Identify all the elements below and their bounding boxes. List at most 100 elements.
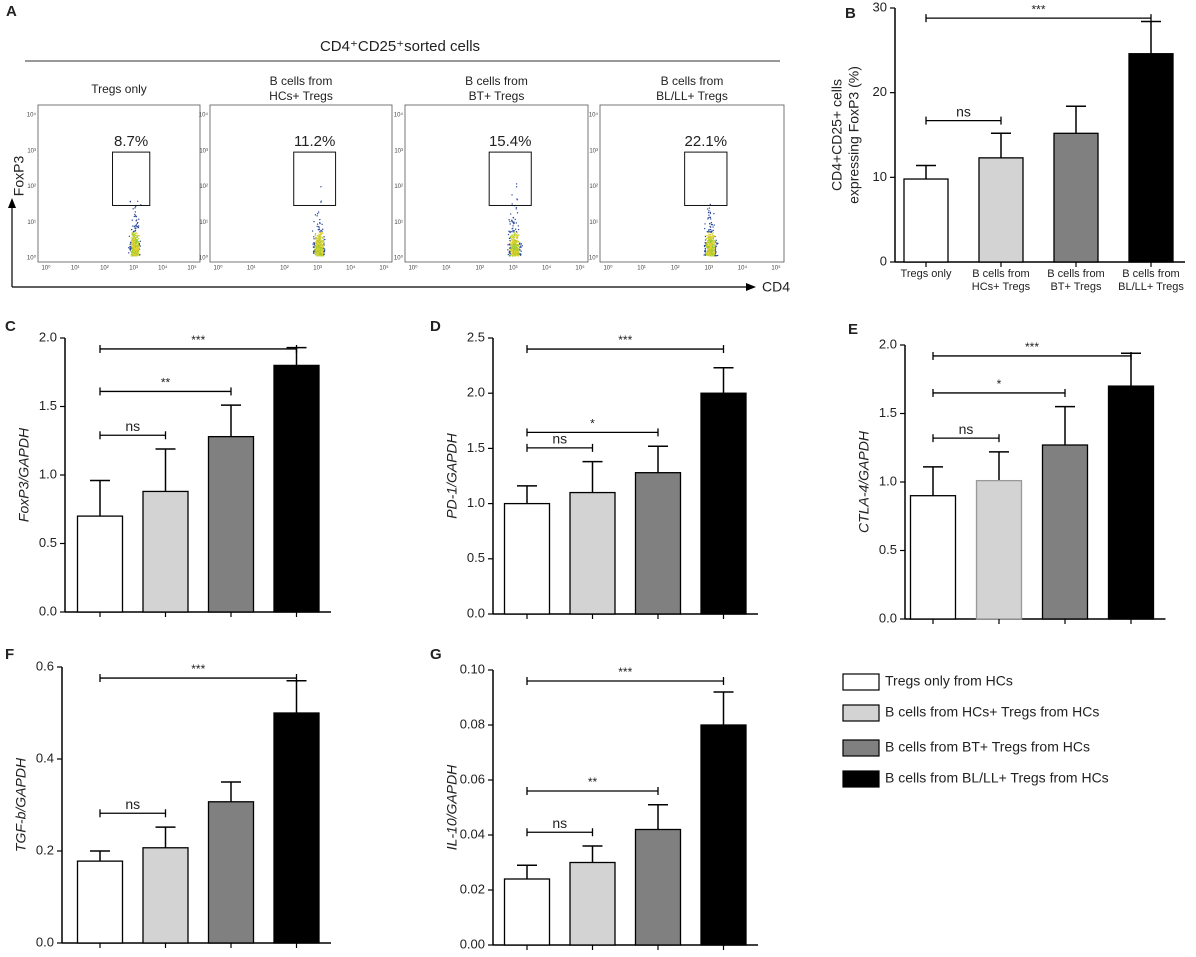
- event-dot: [509, 237, 511, 240]
- event-dot: [705, 234, 707, 237]
- bar: [273, 712, 320, 944]
- event-dot: [509, 239, 511, 242]
- event-dot: [131, 219, 134, 221]
- event-dot: [128, 252, 130, 254]
- x-tick-label: 10⁰: [213, 265, 223, 272]
- event-dot: [711, 241, 713, 243]
- event-dot: [133, 252, 135, 254]
- y-arrow-head: [8, 198, 16, 208]
- x-tick-label: 10²: [671, 266, 680, 272]
- event-dot: [518, 252, 520, 255]
- event-dot: [704, 250, 706, 252]
- event-dot: [508, 251, 511, 254]
- event-dot: [515, 241, 518, 243]
- event-dot: [131, 242, 133, 244]
- event-dot: [135, 242, 138, 245]
- event-dot: [709, 226, 712, 228]
- y-tick-label: 10⁴: [589, 112, 599, 119]
- significance: ns: [552, 431, 567, 447]
- gate: [488, 151, 532, 206]
- event-dot: [711, 240, 713, 242]
- significance: ***: [618, 333, 632, 347]
- y-tick-label: 10⁰: [589, 255, 599, 262]
- bar: [634, 472, 682, 615]
- event-dot: [510, 247, 512, 249]
- event-dot: [316, 253, 318, 255]
- bar: [909, 495, 957, 620]
- event-dot: [317, 238, 320, 241]
- event-dot: [137, 253, 139, 255]
- legend-label: B cells from HCs+ Tregs from HCs: [885, 704, 1099, 720]
- panel-letter: E: [848, 321, 858, 338]
- event-dot: [130, 250, 132, 253]
- event-dot: [713, 248, 715, 250]
- event-dot: [713, 251, 715, 253]
- event-dot: [712, 234, 714, 237]
- event-dot: [135, 249, 137, 252]
- event-dot: [131, 251, 133, 253]
- bar: [76, 860, 124, 944]
- event-dot: [703, 244, 706, 247]
- event-dot: [312, 243, 314, 245]
- event-dot: [711, 249, 713, 251]
- event-dot: [715, 239, 717, 241]
- event-dot: [508, 250, 511, 252]
- event-dot: [710, 221, 713, 224]
- event-dot: [714, 241, 717, 243]
- event-dot: [137, 200, 139, 202]
- bar: [1128, 53, 1174, 263]
- panel-letter: D: [430, 318, 441, 335]
- y-tick-label: 0.0: [39, 603, 57, 618]
- x-tick-label: B cells from: [972, 268, 1029, 280]
- event-dot: [323, 253, 325, 255]
- event-dot: [507, 233, 510, 236]
- event-dot: [710, 235, 712, 237]
- panel-letter: C: [5, 318, 16, 335]
- event-dot: [704, 223, 706, 225]
- y-axis-label: expressing FoxP3 (%): [846, 66, 862, 204]
- event-dot: [510, 213, 512, 215]
- flow-y-label: FoxP3: [11, 156, 27, 197]
- event-dot: [708, 251, 710, 254]
- event-dot: [135, 255, 137, 257]
- y-tick-label: 10³: [27, 148, 36, 154]
- event-dot: [319, 245, 321, 248]
- event-dot: [322, 245, 324, 247]
- x-tick-label: B cells from: [1122, 268, 1179, 280]
- event-dot: [511, 242, 513, 245]
- event-dot: [132, 230, 135, 233]
- event-dot: [517, 254, 519, 257]
- event-dot: [514, 233, 516, 235]
- event-dot: [704, 247, 707, 250]
- event-dot: [513, 240, 515, 242]
- event-dot: [130, 228, 133, 231]
- flow-plot: [599, 104, 785, 263]
- event-dot: [313, 236, 315, 238]
- event-dot: [133, 254, 135, 256]
- y-tick-label: 10⁰: [199, 255, 209, 262]
- event-dot: [314, 233, 317, 235]
- bar: [975, 479, 1023, 620]
- event-dot: [512, 240, 514, 242]
- y-axis-label: FoxP3/GAPDH: [16, 427, 32, 522]
- event-dot: [319, 236, 322, 238]
- legend-label: B cells from BL/LL+ Tregs from HCs: [885, 770, 1109, 786]
- event-dot: [321, 251, 323, 253]
- event-dot: [714, 244, 716, 247]
- event-dot: [511, 252, 513, 255]
- event-dot: [509, 223, 511, 225]
- event-dot: [314, 234, 317, 236]
- y-tick-label: 10³: [394, 148, 403, 154]
- event-dot: [319, 249, 321, 251]
- event-dot: [509, 241, 512, 243]
- event-dot: [133, 235, 136, 238]
- event-dot: [708, 245, 711, 247]
- gate: [293, 151, 337, 206]
- event-dot: [713, 240, 716, 242]
- event-dot: [512, 225, 514, 227]
- event-dot: [519, 245, 522, 247]
- event-dot: [316, 254, 318, 256]
- event-dot: [516, 245, 519, 247]
- event-dot: [510, 244, 512, 246]
